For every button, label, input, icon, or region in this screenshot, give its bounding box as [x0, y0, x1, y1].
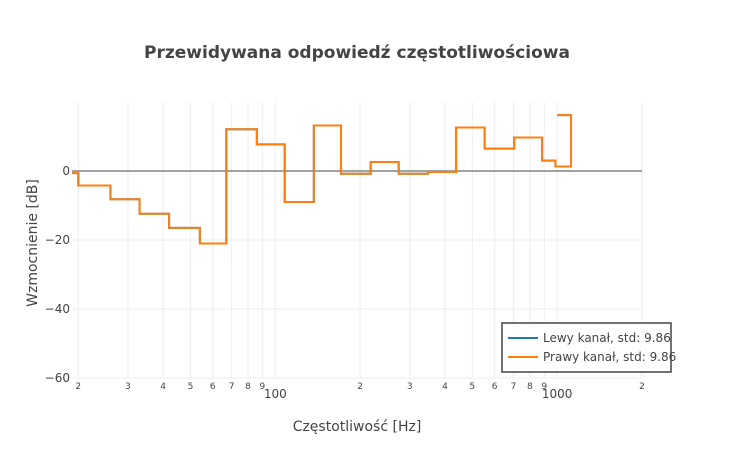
x-tick-label-minor: 2	[357, 382, 363, 392]
x-tick-label-minor: 3	[407, 382, 413, 392]
x-tick-label-minor: 4	[442, 382, 448, 392]
series-layer	[72, 114, 573, 245]
y-tick-labels: 0 −20 −40 −60	[45, 164, 70, 385]
x-tick-label-minor: 5	[188, 382, 194, 392]
x-tick-label-major: 1000	[542, 387, 573, 401]
x-tick-label-minor: 3	[125, 382, 131, 392]
x-tick-label-minor: 5	[469, 382, 475, 392]
x-tick-label-minor: 8	[245, 382, 251, 392]
y-tick-label: 0	[62, 164, 70, 178]
legend-label-lewy[interactable]: Lewy kanał, std: 9.86	[543, 331, 671, 345]
chart-title: Przewidywana odpowiedź częstotliwościowa	[144, 43, 570, 63]
x-axis-title: Częstotliwość [Hz]	[293, 419, 422, 435]
legend-label-prawy[interactable]: Prawy kanał, std: 9.86	[543, 350, 676, 364]
y-tick-label: −60	[45, 371, 70, 385]
x-tick-label-minor: 9	[541, 382, 547, 392]
x-tick-label-minor: 4	[160, 382, 166, 392]
legend: Lewy kanał, std: 9.86 Prawy kanał, std: …	[501, 322, 676, 373]
x-tick-label-minor: 7	[511, 382, 517, 392]
x-tick-label-major: 100	[264, 387, 287, 401]
x-tick-label-minor: 2	[75, 382, 81, 392]
y-tick-label: −40	[45, 302, 70, 316]
x-tick-label-minor: 7	[229, 382, 235, 392]
x-tick-label-minor: 6	[492, 382, 498, 392]
x-tick-label-minor: 8	[527, 382, 533, 392]
y-axis-title: Wzmocnienie [dB]	[25, 179, 41, 307]
y-tick-label: −20	[45, 233, 70, 247]
x-tick-label-minor: 6	[210, 382, 216, 392]
legend-box	[501, 322, 672, 373]
series-line-prawy	[72, 114, 573, 245]
x-tick-label-minor: 9	[260, 382, 266, 392]
x-tick-label-minor: 2	[639, 382, 645, 392]
